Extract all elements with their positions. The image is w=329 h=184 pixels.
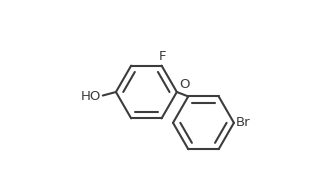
Text: HO: HO: [81, 90, 101, 103]
Text: Br: Br: [236, 116, 250, 129]
Text: F: F: [159, 50, 166, 63]
Text: O: O: [179, 78, 190, 91]
